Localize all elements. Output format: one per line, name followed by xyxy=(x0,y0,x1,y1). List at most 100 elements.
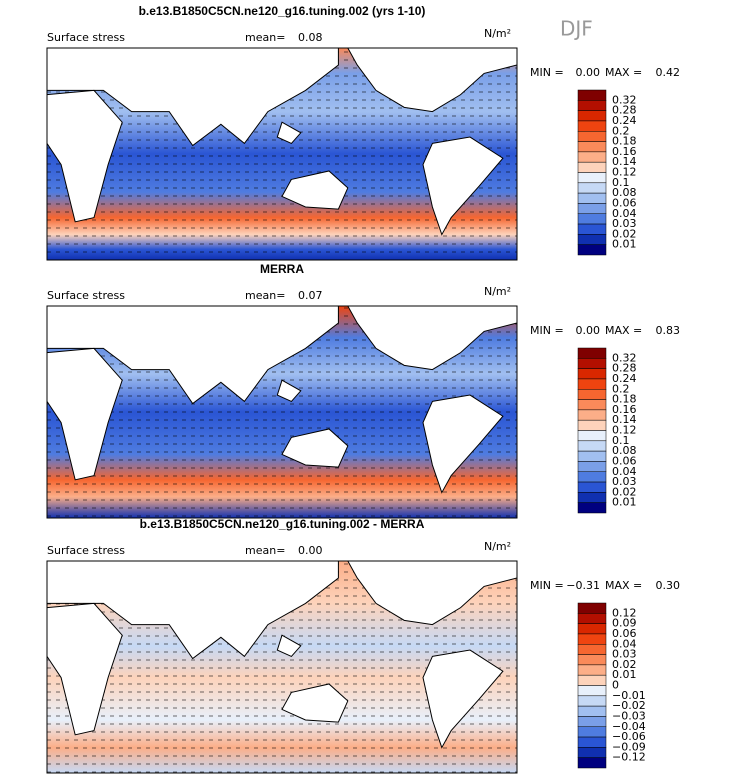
color-swatch xyxy=(577,757,607,769)
colorbar-label: 0 xyxy=(612,679,619,692)
colorbar-label: 0.24 xyxy=(612,114,637,127)
map xyxy=(46,305,518,519)
land xyxy=(281,170,349,210)
colorbar-label: 0.14 xyxy=(612,155,637,168)
colorbar-label: 0.04 xyxy=(612,207,637,220)
variable-label: Surface stress xyxy=(47,289,125,302)
color-swatch xyxy=(577,695,607,707)
colorbar-label: 0.1 xyxy=(612,176,630,189)
colorbar-label: 0.28 xyxy=(612,362,637,375)
max-value: 0.30 xyxy=(656,579,681,592)
colorbar-label: 0.04 xyxy=(612,465,637,478)
land xyxy=(46,47,339,147)
color-swatch xyxy=(577,192,607,204)
colorbar-label: 0.14 xyxy=(612,413,637,426)
colorbar-label: 0.06 xyxy=(612,627,637,640)
color-swatch xyxy=(577,419,607,431)
colorbar-label: −0.12 xyxy=(612,751,646,764)
variable-label: Surface stress xyxy=(47,31,125,44)
land xyxy=(422,136,504,236)
color-swatch xyxy=(577,502,607,514)
colorbar-label: 0.04 xyxy=(612,637,637,650)
mean-value: 0.08 xyxy=(298,31,323,44)
colorbar-label: 0.16 xyxy=(612,145,637,158)
land xyxy=(281,683,349,723)
land xyxy=(276,121,302,145)
map-frame xyxy=(46,305,518,519)
colorbar-label: 0.12 xyxy=(612,166,637,179)
min-label: MIN = xyxy=(530,66,564,79)
land xyxy=(422,394,504,494)
land xyxy=(276,379,302,403)
colorbar-label: 0.16 xyxy=(612,403,637,416)
color-swatch xyxy=(577,461,607,472)
colorbar-label: 0.08 xyxy=(612,444,637,457)
color-swatch xyxy=(577,378,607,390)
color-swatch xyxy=(577,644,607,655)
land xyxy=(276,634,302,658)
color-swatch xyxy=(577,685,607,697)
color-swatch xyxy=(577,654,607,666)
mean-label: mean= xyxy=(245,544,285,557)
color-swatch xyxy=(577,203,607,214)
mean-value: 0.00 xyxy=(298,544,323,557)
panel-title: b.e13.B1850C5CN.ne120_g16.tuning.002 (yr… xyxy=(139,4,426,18)
color-swatch xyxy=(577,633,607,645)
color-swatch xyxy=(577,450,607,462)
colorbar-label: 0.12 xyxy=(612,606,637,619)
colorbar-label: 0.32 xyxy=(612,351,637,364)
colorbar-label: −0.03 xyxy=(612,709,646,722)
variable-label: Surface stress xyxy=(47,544,125,557)
colorbar-label: 0.06 xyxy=(612,454,637,467)
panel-title: b.e13.B1850C5CN.ne120_g16.tuning.002 - M… xyxy=(140,517,425,531)
max-label: MAX = xyxy=(605,66,642,79)
mean-label: mean= xyxy=(245,289,285,302)
colorbar-label: 0.03 xyxy=(612,648,637,661)
colorbar-label: 0.2 xyxy=(612,124,630,137)
color-swatch xyxy=(577,141,607,153)
colorbar-label: 0.28 xyxy=(612,104,637,117)
color-swatch xyxy=(577,161,607,173)
colorbar-label: 0.01 xyxy=(612,496,637,509)
min-value: −0.31 xyxy=(566,579,600,592)
color-swatch xyxy=(577,358,607,369)
mean-value: 0.07 xyxy=(298,289,323,302)
color-swatch xyxy=(577,234,607,245)
color-swatch xyxy=(577,674,607,686)
land xyxy=(281,428,349,468)
color-swatch xyxy=(577,244,607,256)
color-swatch xyxy=(577,110,607,122)
min-label: MIN = xyxy=(530,579,564,592)
colorbar-label: 0.32 xyxy=(612,93,637,106)
color-swatch xyxy=(577,726,607,738)
color-swatch xyxy=(577,481,607,493)
colorbar-label: 0.03 xyxy=(612,217,637,230)
colorbar-label: −0.06 xyxy=(612,730,646,743)
max-value: 0.83 xyxy=(656,324,681,337)
color-swatch xyxy=(577,347,607,359)
color-swatch xyxy=(577,213,607,225)
colorbar-label: 0.1 xyxy=(612,434,630,447)
colorbar-label: −0.04 xyxy=(612,720,646,733)
units-label: N/m² xyxy=(484,27,511,40)
colorbar-label: 0.2 xyxy=(612,382,630,395)
colorbar-label: −0.01 xyxy=(612,689,646,702)
colorbar-label: 0.12 xyxy=(612,424,637,437)
land xyxy=(46,602,123,736)
colorbar-label: 0.06 xyxy=(612,196,637,209)
colorbar-label: 0.02 xyxy=(612,227,637,240)
panel-title: MERRA xyxy=(260,262,304,276)
color-swatch xyxy=(577,664,607,676)
color-swatch xyxy=(577,399,607,411)
max-value: 0.42 xyxy=(656,66,681,79)
color-swatch xyxy=(577,716,607,727)
max-label: MAX = xyxy=(605,324,642,337)
color-swatch xyxy=(577,736,607,748)
colorbar-label: 0.18 xyxy=(612,135,637,148)
land xyxy=(46,347,123,481)
colorbar-label: 0.24 xyxy=(612,372,637,385)
colorbar-label: 0.02 xyxy=(612,658,637,671)
color-swatch xyxy=(577,182,607,194)
color-swatch xyxy=(577,131,607,142)
